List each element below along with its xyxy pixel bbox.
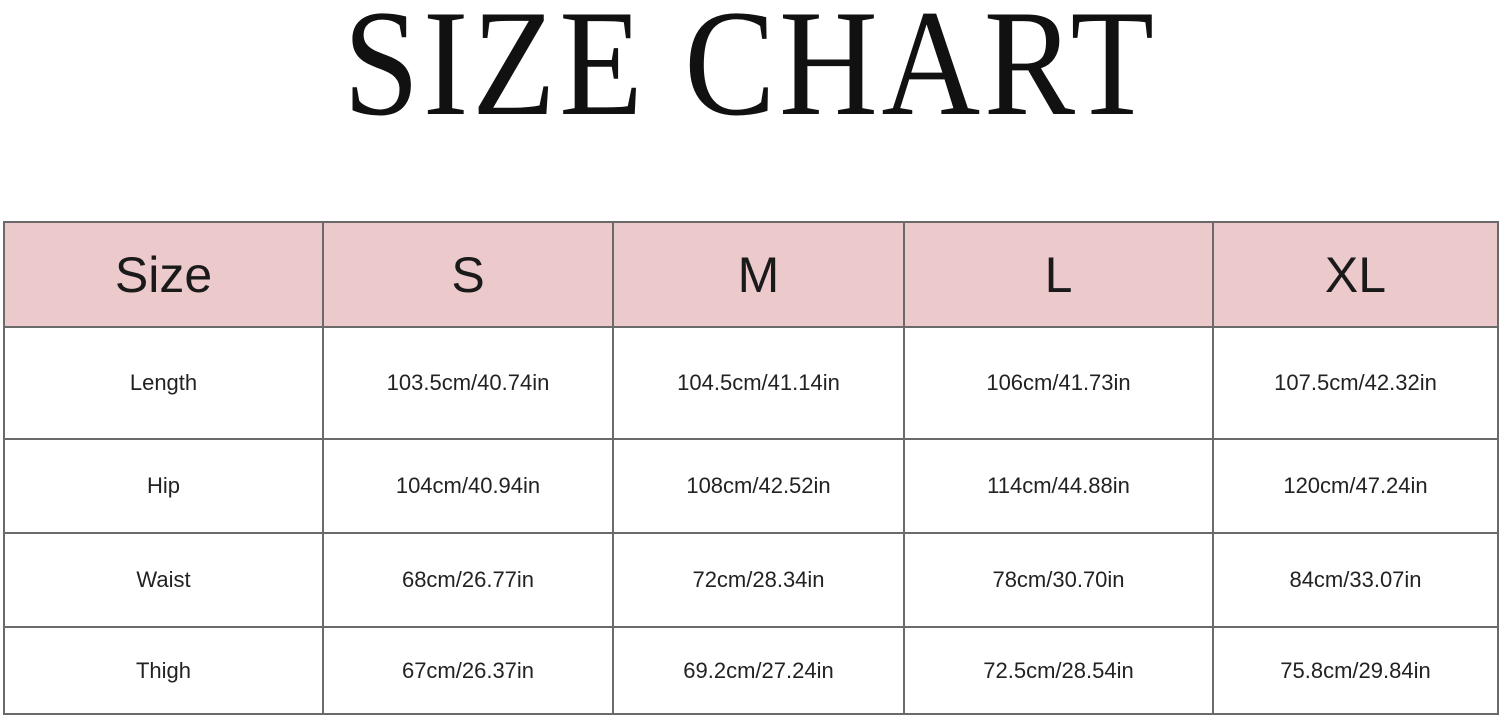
table-cell: 120cm/47.24in: [1212, 438, 1499, 534]
table-cell: 107.5cm/42.32in: [1212, 326, 1499, 440]
header-row: Size S M L XL: [3, 221, 1499, 328]
header-l: L: [903, 221, 1214, 328]
table-row: Thigh 67cm/26.37in 69.2cm/27.24in 72.5cm…: [3, 626, 1499, 715]
table-row: Hip 104cm/40.94in 108cm/42.52in 114cm/44…: [3, 438, 1499, 534]
header-xl: XL: [1212, 221, 1499, 328]
page-title: SIZE CHART: [0, 0, 1500, 147]
size-chart-table: Size S M L XL Length 103.5cm/40.74in 104…: [3, 221, 1499, 715]
table-cell: 104.5cm/41.14in: [612, 326, 905, 440]
header-m: M: [612, 221, 905, 328]
table-cell: 103.5cm/40.74in: [322, 326, 614, 440]
header-size: Size: [3, 221, 324, 328]
table-cell: 72.5cm/28.54in: [903, 626, 1214, 715]
row-label: Waist: [3, 532, 324, 628]
table-row: Waist 68cm/26.77in 72cm/28.34in 78cm/30.…: [3, 532, 1499, 628]
table-cell: 114cm/44.88in: [903, 438, 1214, 534]
table-cell: 84cm/33.07in: [1212, 532, 1499, 628]
table-cell: 104cm/40.94in: [322, 438, 614, 534]
table-cell: 72cm/28.34in: [612, 532, 905, 628]
table-cell: 75.8cm/29.84in: [1212, 626, 1499, 715]
table-cell: 68cm/26.77in: [322, 532, 614, 628]
page-title-text: SIZE CHART: [342, 0, 1158, 147]
row-label: Hip: [3, 438, 324, 534]
table-row: Length 103.5cm/40.74in 104.5cm/41.14in 1…: [3, 326, 1499, 440]
row-label: Thigh: [3, 626, 324, 715]
row-label: Length: [3, 326, 324, 440]
table-cell: 108cm/42.52in: [612, 438, 905, 534]
header-s: S: [322, 221, 614, 328]
table-cell: 78cm/30.70in: [903, 532, 1214, 628]
table-cell: 69.2cm/27.24in: [612, 626, 905, 715]
table-cell: 106cm/41.73in: [903, 326, 1214, 440]
table-cell: 67cm/26.37in: [322, 626, 614, 715]
